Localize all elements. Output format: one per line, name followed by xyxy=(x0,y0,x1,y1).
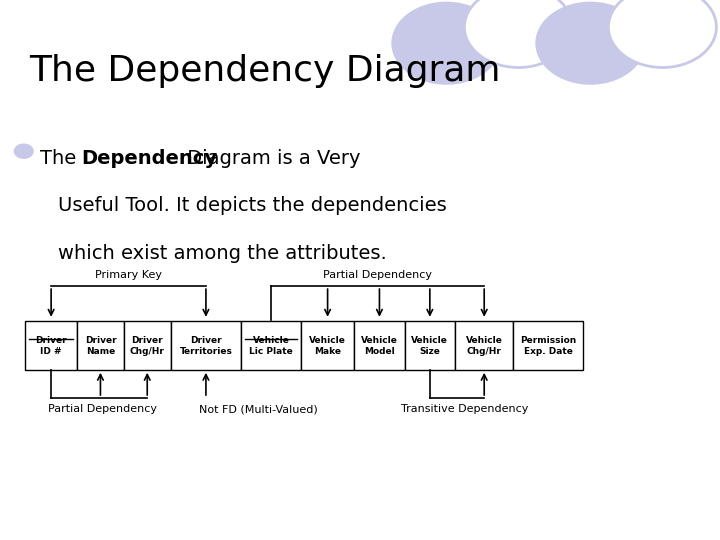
FancyBboxPatch shape xyxy=(171,321,241,370)
FancyBboxPatch shape xyxy=(405,321,455,370)
Text: Vehicle
Chg/Hr: Vehicle Chg/Hr xyxy=(466,335,503,356)
Text: Driver
Chg/Hr: Driver Chg/Hr xyxy=(130,335,165,356)
Text: Dependency: Dependency xyxy=(81,148,217,167)
Text: Partial Dependency: Partial Dependency xyxy=(48,404,156,415)
Text: Vehicle
Model: Vehicle Model xyxy=(361,335,398,356)
Text: Driver
ID #: Driver ID # xyxy=(35,335,67,356)
Text: The: The xyxy=(40,148,82,167)
Text: Partial Dependency: Partial Dependency xyxy=(323,269,432,280)
Text: Driver
Name: Driver Name xyxy=(85,335,116,356)
Text: Useful Tool. It depicts the dependencies: Useful Tool. It depicts the dependencies xyxy=(58,196,446,215)
FancyBboxPatch shape xyxy=(25,321,77,370)
FancyBboxPatch shape xyxy=(455,321,513,370)
FancyBboxPatch shape xyxy=(301,321,354,370)
FancyBboxPatch shape xyxy=(354,321,405,370)
Text: Diagram is a Very: Diagram is a Very xyxy=(181,148,360,167)
Circle shape xyxy=(608,0,716,68)
Text: Primary Key: Primary Key xyxy=(95,269,162,280)
Text: The Dependency Diagram: The Dependency Diagram xyxy=(29,54,500,88)
Text: Vehicle
Lic Plate: Vehicle Lic Plate xyxy=(249,335,293,356)
Text: which exist among the attributes.: which exist among the attributes. xyxy=(58,244,387,262)
Circle shape xyxy=(14,144,33,158)
Text: Vehicle
Size: Vehicle Size xyxy=(411,335,449,356)
Text: Driver
Territories: Driver Territories xyxy=(179,335,233,356)
Text: Not FD (Multi-Valued): Not FD (Multi-Valued) xyxy=(199,404,318,415)
Text: Vehicle
Make: Vehicle Make xyxy=(309,335,346,356)
Circle shape xyxy=(464,0,572,68)
Text: Transitive Dependency: Transitive Dependency xyxy=(400,404,528,415)
FancyBboxPatch shape xyxy=(513,321,583,370)
FancyBboxPatch shape xyxy=(241,321,301,370)
Text: Permission
Exp. Date: Permission Exp. Date xyxy=(520,335,577,356)
Circle shape xyxy=(392,3,500,84)
FancyBboxPatch shape xyxy=(77,321,124,370)
FancyBboxPatch shape xyxy=(124,321,171,370)
Circle shape xyxy=(536,3,644,84)
